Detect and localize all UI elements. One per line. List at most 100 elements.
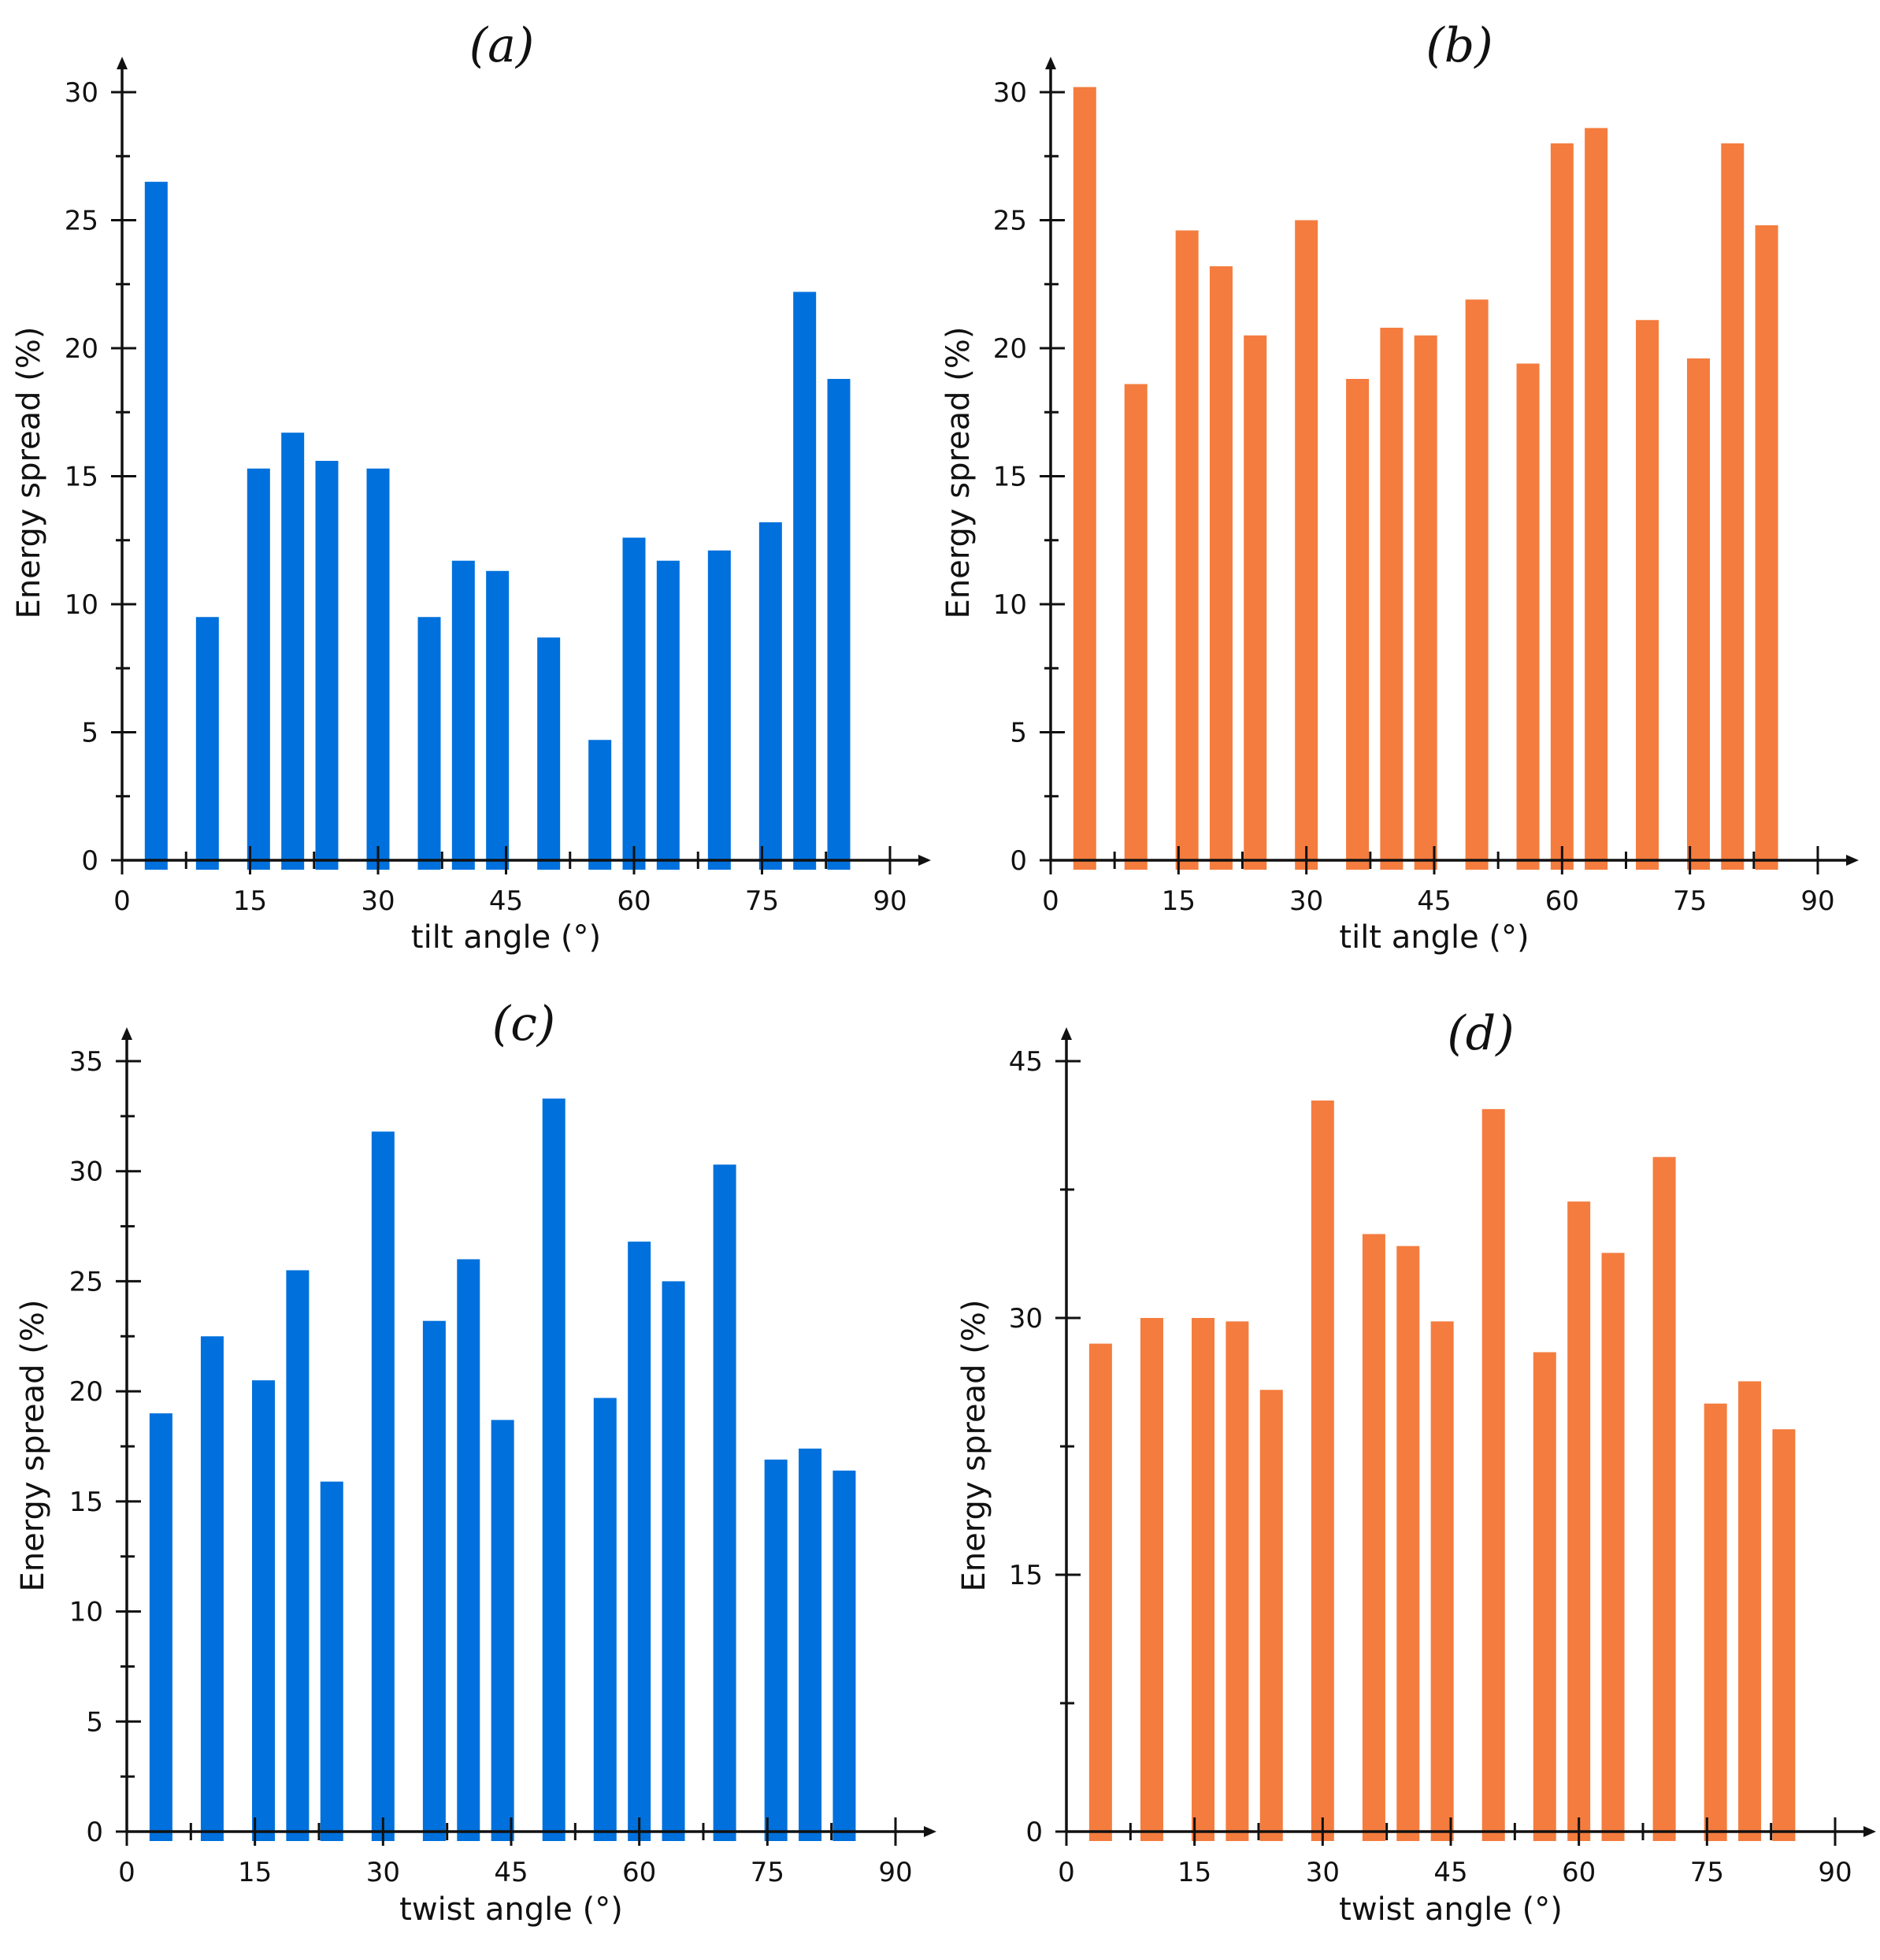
bar: [1721, 143, 1745, 870]
y-axis-arrow: [1045, 57, 1056, 69]
y-tick-label: 20: [993, 333, 1027, 365]
y-axis-arrow: [117, 57, 128, 69]
y-tick-label: 5: [1010, 718, 1027, 749]
bar: [1259, 1390, 1283, 1841]
bar: [827, 379, 851, 870]
bar: [656, 560, 680, 870]
y-tick-label: 10: [993, 589, 1027, 621]
bar: [149, 1413, 172, 1841]
bar: [1244, 335, 1267, 870]
x-tick-label: 60: [1545, 885, 1579, 917]
y-tick-label: 25: [69, 1266, 103, 1297]
x-tick-label: 30: [1306, 1857, 1340, 1888]
x-tick-label: 60: [617, 885, 651, 917]
bar: [1362, 1234, 1385, 1841]
x-tick-label: 45: [1417, 885, 1451, 917]
bar: [1652, 1156, 1676, 1841]
bar: [1209, 266, 1233, 870]
x-tick-label: 30: [366, 1857, 400, 1888]
bar: [281, 432, 305, 870]
panel-title: (d): [1447, 1006, 1514, 1061]
y-tick-label: 0: [1025, 1817, 1043, 1848]
y-tick-label: 5: [86, 1706, 103, 1738]
x-axis-arrow: [1846, 855, 1859, 866]
bar: [1481, 1108, 1505, 1841]
x-tick-label: 75: [751, 1857, 784, 1888]
chart-panel-3: 0 15 30 45 60 75 90 0 5 10 15 20 25 30 35 (c) twist angl…: [15, 997, 936, 1928]
x-tick-label: 45: [489, 885, 523, 917]
bar: [417, 617, 441, 870]
bar: [1636, 320, 1659, 870]
y-tick-label: 30: [1009, 1303, 1043, 1335]
bar: [758, 522, 782, 870]
y-tick-label: 30: [65, 77, 98, 109]
bar: [628, 1242, 651, 1841]
y-tick-label: 0: [81, 845, 98, 877]
bar: [832, 1470, 856, 1841]
bar: [422, 1320, 446, 1841]
y-axis-label: Energy spread (%): [956, 1300, 992, 1592]
y-tick-label: 35: [69, 1046, 103, 1078]
y-axis-label: Energy spread (%): [940, 327, 977, 619]
x-axis-label: twist angle (°): [399, 1891, 623, 1928]
x-tick-label: 75: [1690, 1857, 1724, 1888]
bar: [1533, 1352, 1556, 1841]
chart-panel-1: 0 15 30 45 60 75 90 0 5 10 15 20 25 30 (a) tilt angle (…: [11, 18, 931, 956]
y-axis-arrow: [121, 1027, 132, 1040]
y-tick-label: 15: [993, 462, 1027, 493]
bar: [593, 1398, 617, 1841]
x-axis-label: tilt angle (°): [1339, 919, 1529, 956]
bar: [315, 461, 339, 870]
y-tick-label: 15: [65, 462, 98, 493]
bar: [1346, 379, 1370, 870]
panel-title: (b): [1426, 18, 1493, 73]
x-tick-label: 90: [878, 1857, 912, 1888]
bar: [1738, 1381, 1762, 1841]
bar: [1073, 87, 1096, 870]
x-tick-label: 15: [1162, 885, 1196, 917]
x-tick-label: 60: [622, 1857, 656, 1888]
bar: [793, 291, 817, 870]
x-tick-label: 0: [118, 1857, 135, 1888]
x-tick-label: 0: [1058, 1857, 1075, 1888]
bar: [1396, 1245, 1420, 1841]
y-tick-label: 5: [81, 718, 98, 749]
x-tick-label: 60: [1562, 1857, 1596, 1888]
y-tick-label: 15: [1009, 1560, 1043, 1591]
x-tick-label: 30: [361, 885, 395, 917]
y-tick-label: 10: [69, 1597, 103, 1628]
x-tick-label: 0: [1042, 885, 1059, 917]
y-tick-label: 30: [993, 77, 1027, 109]
y-tick-label: 25: [65, 206, 98, 237]
bar: [1516, 363, 1540, 870]
chart-panel-4: 0 15 30 45 60 75 90 0 15 30 45 (d) twist angle (°) En…: [956, 1006, 1876, 1928]
bar: [252, 1380, 276, 1841]
bar: [247, 468, 270, 870]
x-tick-label: 15: [238, 1857, 272, 1888]
y-tick-label: 10: [65, 589, 98, 621]
bar: [200, 1336, 224, 1841]
bar: [1124, 384, 1148, 870]
y-tick-label: 25: [993, 206, 1027, 237]
x-tick-label: 15: [1177, 1857, 1211, 1888]
y-axis-label: Energy spread (%): [15, 1300, 51, 1592]
bar: [1772, 1429, 1796, 1841]
bar: [542, 1098, 565, 1841]
x-axis-label: twist angle (°): [1339, 1891, 1563, 1928]
bar: [764, 1459, 788, 1841]
y-tick-label: 20: [65, 333, 98, 365]
bar: [588, 740, 612, 870]
y-tick-label: 45: [1009, 1046, 1043, 1078]
bar: [799, 1448, 822, 1841]
bar: [486, 570, 510, 870]
x-tick-label: 90: [1818, 1857, 1852, 1888]
bar: [1755, 225, 1778, 870]
chart-panel-2: 0 15 30 45 60 75 90 0 5 10 15 20 25 30 (b) tilt angle (…: [940, 18, 1859, 956]
x-tick-label: 90: [873, 885, 907, 917]
bar: [371, 1131, 395, 1841]
x-tick-label: 75: [745, 885, 779, 917]
y-tick-label: 0: [1010, 845, 1027, 877]
bar: [662, 1281, 685, 1841]
